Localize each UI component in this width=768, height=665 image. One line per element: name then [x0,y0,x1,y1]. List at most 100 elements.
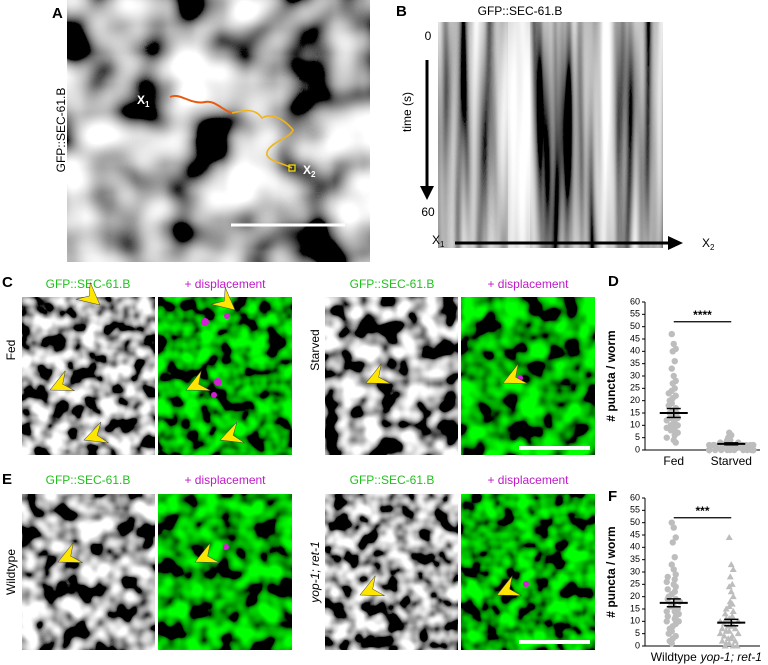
data-point [664,613,671,620]
overlay-label: + displacement [487,473,569,487]
data-point [729,607,737,614]
y-tick-label: 45 [630,529,640,539]
data-point [706,446,713,454]
micrograph [158,494,292,650]
panel-label: F [608,488,617,505]
y-tick-label: 10 [630,420,640,430]
arrowhead [420,186,434,200]
y-tick-label: 60 [630,492,640,502]
micrograph [461,494,595,650]
x-tick-label: Starved [711,454,752,468]
data-point [731,625,739,632]
panel-label: D [608,273,619,290]
panel-label: A [52,5,63,22]
band [508,22,530,248]
panel-label: E [2,471,12,488]
channel-label: GFP::SEC-61.B [46,473,131,487]
y-tick-label: 5 [635,628,640,638]
y-tick-label: 40 [630,542,640,552]
data-point [669,539,676,546]
data-point [668,365,675,372]
y-tick-label: 20 [630,591,640,601]
start-label: X1 [137,93,150,109]
y-tick-label: 10 [630,616,640,626]
data-point [721,642,729,649]
data-point [725,603,733,610]
data-point [722,627,730,634]
data-point [671,576,678,583]
y-tick-label: 50 [630,321,640,331]
y-tick-label: 30 [630,370,640,380]
data-point [706,441,713,449]
x-tick-label: yop-1; ret-1 [700,650,762,664]
channel-label: GFP::SEC-61.B [46,277,131,291]
data-point [672,571,679,578]
y-tick-label: 35 [630,358,640,368]
y-tick-label: 55 [630,309,640,319]
data-point [668,561,675,568]
data-point [725,583,733,590]
overlay-label: + displacement [184,473,266,487]
y-tick-label: 45 [630,333,640,343]
arrowhead [668,236,683,250]
data-point [663,434,670,441]
trajectory [231,109,294,169]
micrograph [325,297,458,455]
data-point [663,578,670,586]
y-tick-label: 15 [630,603,640,613]
data-point [728,612,736,619]
data-point [665,630,672,637]
data-point [725,533,733,540]
data-point [664,586,671,593]
x-tick-label: Fed [663,454,684,468]
data-point [671,432,678,439]
x-end: X2 [702,236,715,252]
data-point [724,635,732,642]
y-tick-label: 55 [630,505,640,515]
data-point [729,593,737,600]
data-point [672,439,679,446]
data-point [734,630,742,637]
data-point [670,372,677,380]
y-tick-label: 25 [630,579,640,589]
end-marker [288,164,296,172]
micrograph [325,494,458,650]
data-point [721,610,729,617]
title: GFP::SEC-61.B [478,4,563,18]
micrograph [461,297,595,455]
y-tick-label: 5 [635,432,640,442]
y-label: GFP::SEC-61.B [54,88,68,173]
data-point [712,446,719,454]
channel-label: GFP::SEC-61.B [350,473,435,487]
data-point [720,632,728,639]
data-point [728,580,736,587]
t-start: 0 [425,29,432,43]
overlay-label: + displacement [487,277,569,291]
data-point [722,605,730,612]
y-tick-label: 20 [630,395,640,405]
y-tick-label: 0 [635,444,640,454]
micrograph [67,0,370,262]
significance-label: *** [695,504,709,518]
data-point [663,608,670,615]
data-point [665,390,672,397]
condition: Starved [308,329,322,370]
data-point [727,588,735,595]
data-point [671,554,678,561]
data-point [718,625,726,632]
data-point [663,417,670,424]
data-point [668,519,675,526]
data-point [672,583,679,590]
data-point [750,441,757,449]
data-point [718,637,726,644]
data-point [726,573,734,580]
puncta [223,544,529,587]
y-tick-label: 25 [630,383,640,393]
y-tick-label: 60 [630,296,640,306]
data-point [670,524,677,531]
data-point [668,330,675,338]
data-point [731,446,738,454]
micrograph [158,297,292,455]
data-point [750,446,757,454]
